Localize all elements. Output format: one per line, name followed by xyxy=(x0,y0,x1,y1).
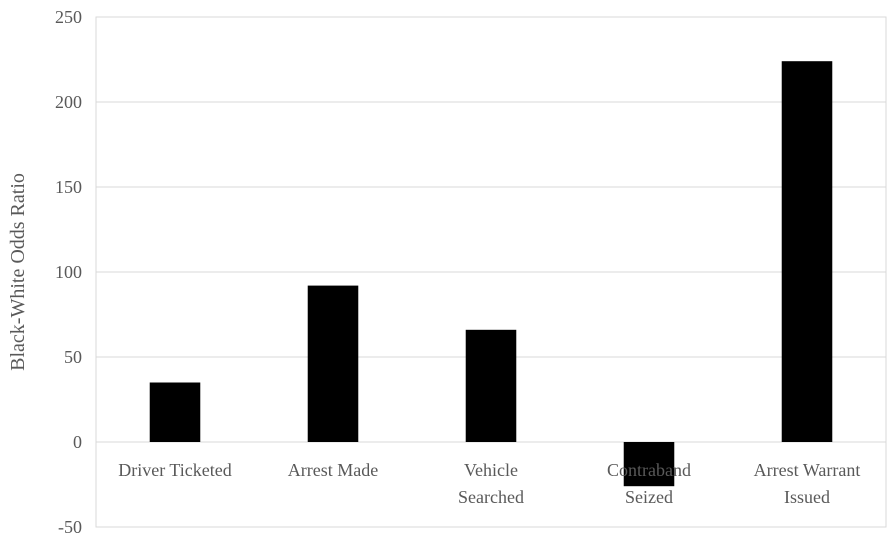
x-category-label-line: Seized xyxy=(625,487,673,507)
bar xyxy=(307,285,359,442)
y-axis-title: Black-White Odds Ratio xyxy=(7,173,29,371)
x-category-label: Arrest Made xyxy=(288,460,378,480)
x-category-label-line: Driver Ticketed xyxy=(118,460,231,480)
x-category-label-line: Vehicle xyxy=(464,460,518,480)
x-category-label: Arrest Warrant Issued xyxy=(754,460,861,507)
x-category-label-line: Issued xyxy=(784,487,830,507)
x-category-label-line: Contraband xyxy=(607,460,691,480)
grid xyxy=(96,16,886,528)
bar xyxy=(465,329,517,442)
bars xyxy=(149,61,833,487)
bar xyxy=(781,61,833,442)
y-tick-label: 50 xyxy=(64,347,82,367)
x-category-label: Driver Ticketed xyxy=(118,460,231,480)
y-tick-label: 0 xyxy=(73,432,82,452)
y-tick-label: 150 xyxy=(55,177,82,197)
x-category-label-line: Arrest Warrant xyxy=(754,460,861,480)
x-category-label: Vehicle Searched xyxy=(458,460,524,507)
y-tick-label: 100 xyxy=(55,262,82,282)
y-tick-label: 250 xyxy=(55,7,82,27)
y-axis-ticks: -50 0 50 100 150 200 250 xyxy=(55,7,82,537)
x-category-label-line: Searched xyxy=(458,487,524,507)
x-category-label-line: Arrest Made xyxy=(288,460,378,480)
bar xyxy=(623,442,675,487)
x-category-label: Contraband Seized xyxy=(607,460,691,507)
y-tick-label: 200 xyxy=(55,92,82,112)
y-tick-label: -50 xyxy=(58,517,82,537)
x-axis-categories: Driver Ticketed Arrest Made Vehicle Searche… xyxy=(118,460,860,507)
bar xyxy=(149,382,201,442)
